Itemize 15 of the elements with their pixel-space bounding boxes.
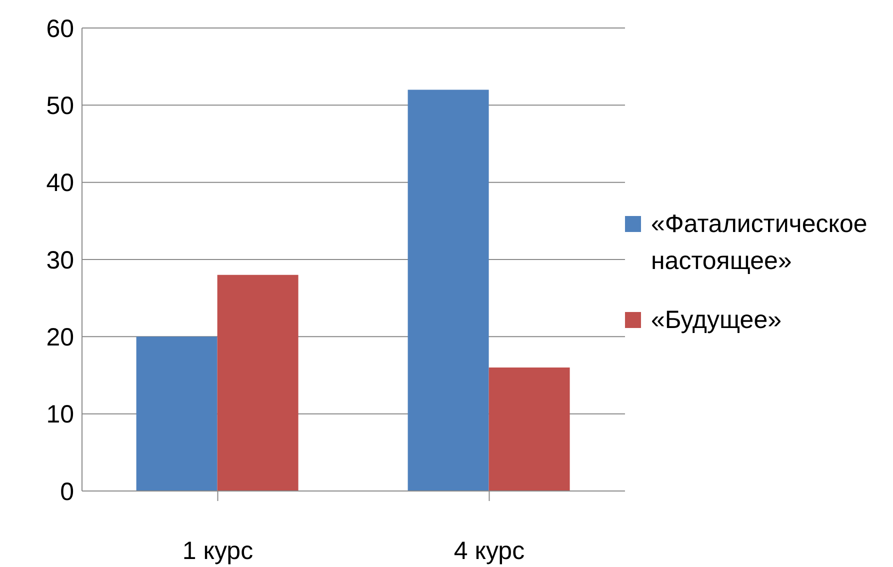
bar	[408, 90, 489, 491]
y-tick-label: 30	[46, 246, 74, 274]
y-tick-label: 50	[46, 92, 74, 120]
bar	[488, 368, 570, 491]
y-tick-label: 20	[46, 324, 74, 352]
y-tick-label: 40	[46, 169, 74, 198]
legend-label: «Будущее»	[651, 305, 782, 336]
y-tick-label: 10	[46, 400, 74, 429]
y-tick-label: 0	[60, 478, 74, 506]
x-tick-label: 1 курс	[182, 536, 254, 565]
bar	[217, 274, 298, 491]
legend-label: «Фаталистическое настоящее»	[651, 209, 868, 277]
y-tick-label: 60	[46, 14, 74, 43]
bar	[136, 336, 218, 491]
x-tick-label: 4 курс	[454, 536, 525, 565]
